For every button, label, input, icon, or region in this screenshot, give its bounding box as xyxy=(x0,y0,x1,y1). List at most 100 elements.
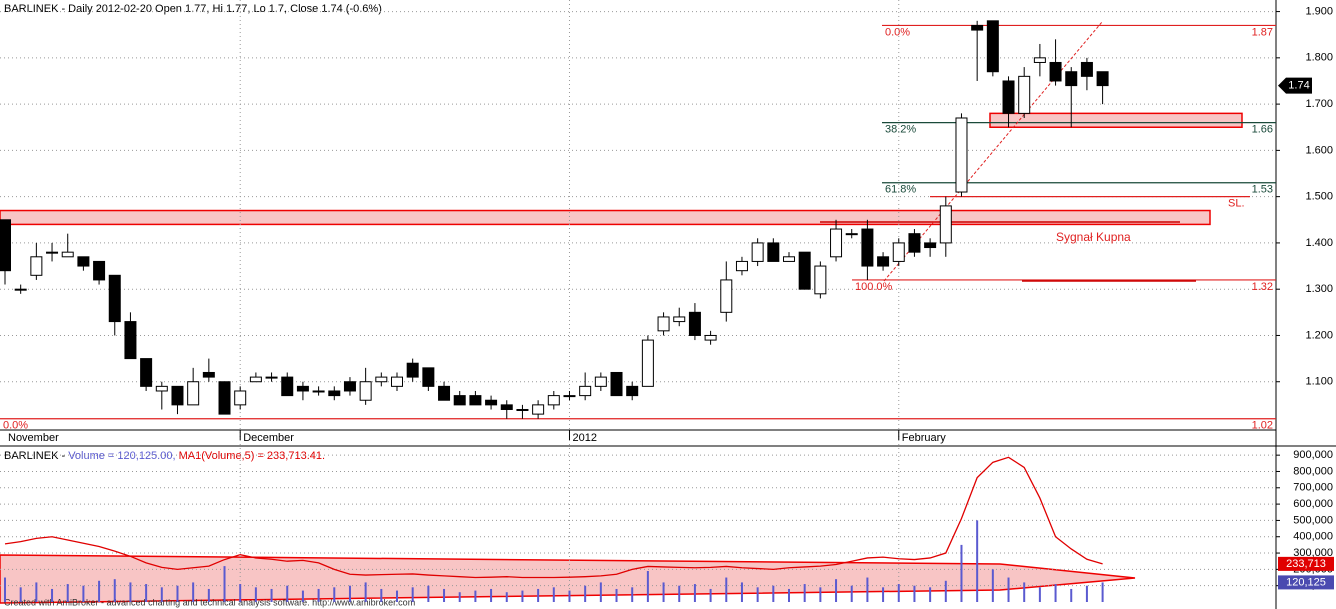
y-tick-label: 1.400 xyxy=(1305,237,1333,249)
volume-title-ma: MA1(Volume,5) = 233,713.41. xyxy=(176,450,326,462)
candle-body xyxy=(93,260,106,281)
candle-body xyxy=(610,371,623,397)
zone xyxy=(989,112,1243,128)
candle-body xyxy=(924,242,937,249)
candle-body xyxy=(563,395,576,398)
candle-body xyxy=(720,279,733,313)
candle-body xyxy=(281,376,294,397)
candle-body xyxy=(0,219,11,272)
candle-body xyxy=(61,251,74,258)
candle-body xyxy=(140,358,153,387)
candle-body xyxy=(500,404,513,410)
y-tick-label: 800,000 xyxy=(1293,465,1333,477)
candle-body xyxy=(783,256,795,262)
y-tick-label: 1.100 xyxy=(1305,376,1333,388)
candle-body xyxy=(594,376,607,387)
candle-body xyxy=(1049,61,1062,82)
y-tick-label: 700,000 xyxy=(1293,482,1333,494)
candle-body xyxy=(939,205,952,244)
candle-body xyxy=(155,385,168,392)
candle-body xyxy=(249,376,262,383)
candle-body xyxy=(767,242,780,262)
candle-body xyxy=(1096,71,1109,87)
y-tick-label: 1.500 xyxy=(1305,191,1333,203)
price-tag-label: 1.74 xyxy=(1288,80,1309,92)
fib-label: 0.0% xyxy=(3,420,28,432)
y-tick-label: 1.600 xyxy=(1305,144,1333,156)
candle-body xyxy=(830,228,843,258)
candle-body xyxy=(485,399,498,406)
candle-body xyxy=(1018,75,1031,114)
value-tag-label: 120,125 xyxy=(1286,576,1326,588)
zone xyxy=(0,209,1211,226)
candle-body xyxy=(46,251,59,254)
candle-body xyxy=(1080,61,1093,77)
y-tick-label: 500,000 xyxy=(1293,514,1333,526)
candle-body xyxy=(343,381,356,392)
price-title: BARLINEK - Daily 2012-02-20 Open 1.77, H… xyxy=(4,3,382,15)
candle-body xyxy=(532,404,545,415)
candle-body xyxy=(986,20,999,73)
value-tag xyxy=(1278,556,1334,571)
y-tick-label: 1.900 xyxy=(1305,5,1333,17)
candle-body xyxy=(469,395,482,406)
fib-value: 1.66 xyxy=(1252,124,1273,136)
ma-line xyxy=(4,456,1103,579)
candle-body xyxy=(406,362,419,378)
x-tick-label: February xyxy=(902,432,947,444)
candle-body xyxy=(1065,71,1078,87)
footer: Created with AmiBroker - advanced charti… xyxy=(4,597,415,607)
candle-body xyxy=(202,371,215,378)
candle-body xyxy=(673,316,686,323)
volume-title-volume: Volume = 120,125.00, xyxy=(68,450,175,462)
volume-title: BARLINEK - Volume = 120,125.00, MA1(Volu… xyxy=(4,450,325,462)
candle-body xyxy=(861,228,874,267)
candle-body xyxy=(626,385,639,397)
y-tick-label: 400,000 xyxy=(1293,531,1333,543)
x-tick-label: 2012 xyxy=(572,432,596,444)
candle-body xyxy=(955,117,968,193)
candle-body xyxy=(877,256,890,267)
candle-body xyxy=(265,376,278,379)
candle-body xyxy=(657,316,670,332)
candle-body xyxy=(438,385,451,401)
candle-body xyxy=(359,381,372,401)
candle-body xyxy=(187,381,200,406)
y-tick-label: 300,000 xyxy=(1293,547,1333,559)
fib-label: SL. xyxy=(1228,198,1245,210)
value-tag xyxy=(1278,575,1334,590)
x-tick-label: November xyxy=(8,432,59,444)
fib-label: 100.0% xyxy=(855,281,893,293)
candle-body xyxy=(845,233,858,236)
fib-label: 0.0% xyxy=(885,26,910,38)
candle-body xyxy=(688,311,701,336)
candle-body xyxy=(391,376,403,387)
candle-body xyxy=(14,288,27,291)
candle-body xyxy=(892,242,905,262)
y-tick-label: 900,000 xyxy=(1293,449,1333,461)
candle-body xyxy=(77,256,90,267)
candle-body xyxy=(516,408,529,411)
price-tag xyxy=(1278,77,1312,94)
value-tag-label: 233,713 xyxy=(1286,558,1326,570)
fib-label: 38.2% xyxy=(885,124,916,136)
candle-body xyxy=(422,367,435,387)
candle-body xyxy=(908,233,921,253)
candle-body xyxy=(735,260,748,272)
y-tick-label: 1.300 xyxy=(1305,283,1333,295)
candle-body xyxy=(704,334,717,341)
candle-body xyxy=(971,24,984,31)
candle-body xyxy=(547,395,560,406)
volume-title-symbol: BARLINEK - xyxy=(4,450,68,462)
candle-body xyxy=(171,385,184,406)
candle-body xyxy=(641,339,654,387)
fib-label: 61.8% xyxy=(885,184,916,196)
fib-value: 1.87 xyxy=(1252,26,1273,38)
candle-body xyxy=(1033,57,1046,63)
candle-body xyxy=(453,395,466,406)
candle-body xyxy=(328,390,341,397)
fib-value: 1.02 xyxy=(1252,420,1273,432)
y-tick-label: 1.800 xyxy=(1305,52,1333,64)
